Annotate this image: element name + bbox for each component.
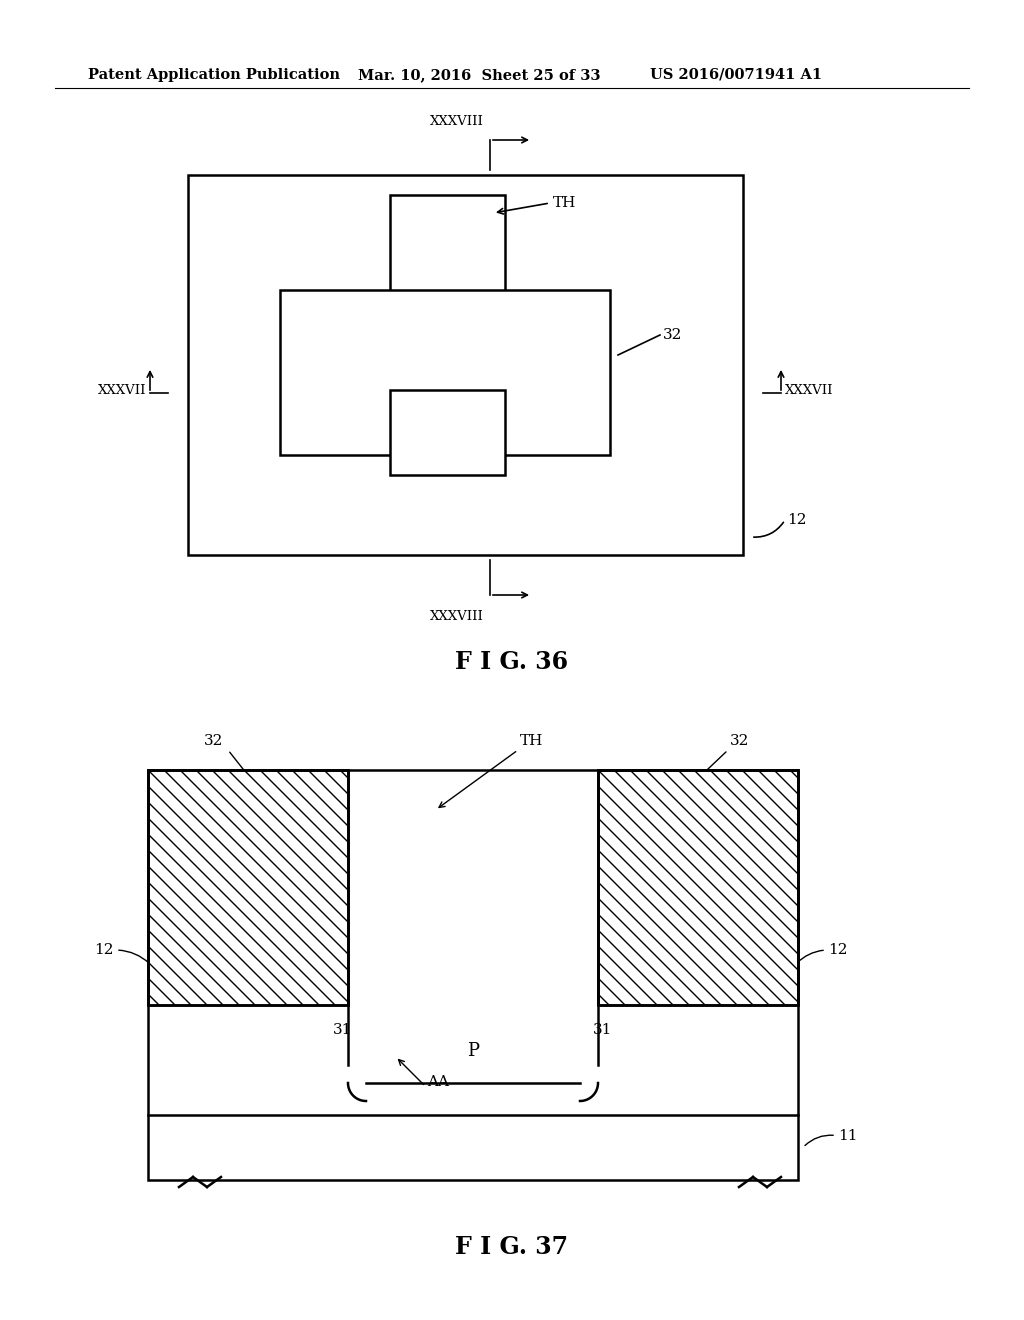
Bar (188, 176, 743, 554)
Text: US 2016/0071941 A1: US 2016/0071941 A1 (650, 69, 822, 82)
Text: 12: 12 (787, 513, 807, 527)
Text: P: P (467, 1043, 479, 1060)
Bar (349, 775, 597, 1085)
Text: F I G. 36: F I G. 36 (456, 649, 568, 675)
Bar (598, 770, 798, 1005)
Text: Mar. 10, 2016  Sheet 25 of 33: Mar. 10, 2016 Sheet 25 of 33 (358, 69, 600, 82)
Text: 32: 32 (204, 734, 223, 748)
Bar (598, 770, 798, 1005)
Text: 11: 11 (838, 1129, 857, 1143)
Text: XXXVII: XXXVII (785, 384, 834, 396)
Text: AA: AA (427, 1074, 450, 1089)
Text: 31: 31 (593, 1023, 612, 1038)
Text: 12: 12 (94, 942, 114, 957)
Text: 32: 32 (663, 327, 682, 342)
Text: XXXVII: XXXVII (98, 384, 146, 396)
Bar (349, 770, 597, 1084)
Bar (390, 389, 505, 475)
Text: 32: 32 (730, 734, 750, 748)
Text: TH: TH (553, 195, 577, 210)
Text: XXXVIII: XXXVIII (430, 610, 484, 623)
Text: 12: 12 (828, 942, 848, 957)
Bar (148, 1115, 798, 1180)
Bar (148, 770, 348, 1005)
Bar (148, 770, 348, 1005)
Text: TH: TH (520, 734, 544, 748)
Text: XXXVIII: XXXVIII (430, 115, 484, 128)
Bar (148, 770, 798, 1180)
Text: F I G. 37: F I G. 37 (456, 1236, 568, 1259)
Bar (148, 1005, 798, 1115)
Text: Patent Application Publication: Patent Application Publication (88, 69, 340, 82)
Bar (390, 195, 505, 319)
Text: 31: 31 (334, 1023, 352, 1038)
Bar (280, 290, 610, 455)
